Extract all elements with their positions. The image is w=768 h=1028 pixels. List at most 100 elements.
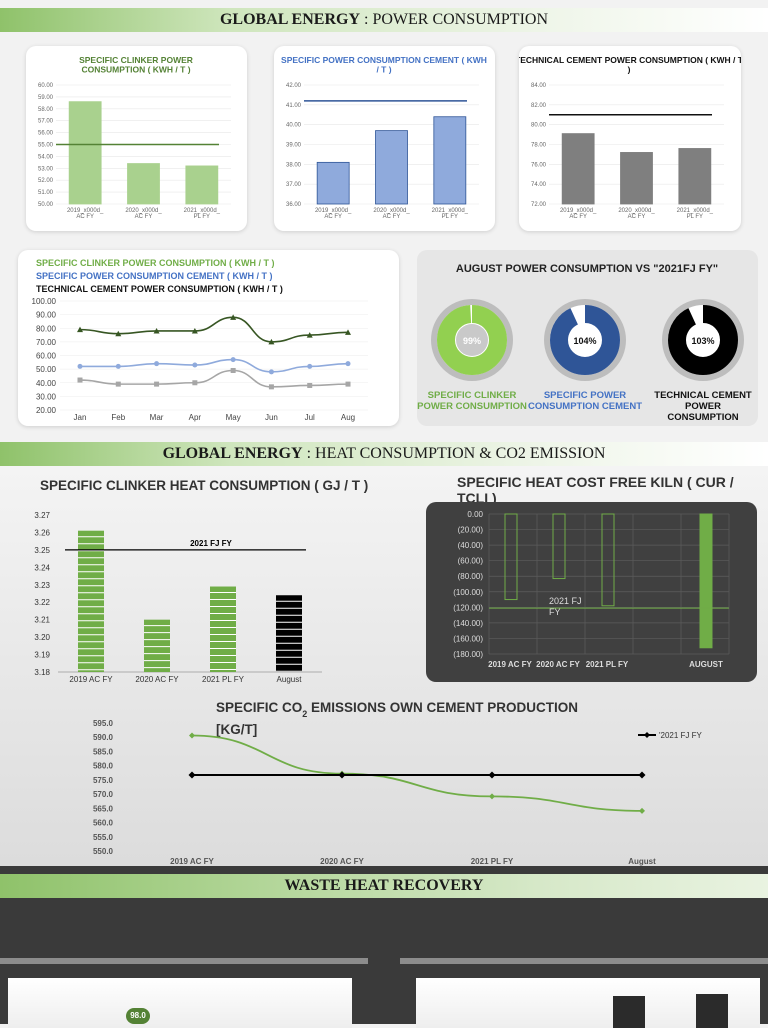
y-tick-label: 3.27: [34, 511, 50, 520]
bar: [678, 148, 712, 205]
data-point: [230, 314, 237, 320]
legend-marker: [644, 732, 650, 738]
waste-divider-right: [400, 958, 768, 964]
x-tick-label: Feb: [111, 413, 125, 422]
y-tick-label: 50.00: [38, 202, 54, 208]
x-tick-label: 2020 AC FY: [320, 857, 364, 866]
y-tick-label: 3.19: [34, 651, 50, 660]
y-tick-label: 80.00: [36, 324, 57, 333]
x-tick-label: 2019_x000d_: [560, 208, 597, 214]
data-point: [191, 327, 198, 334]
bar: [210, 586, 236, 672]
y-tick-label: 90.00: [36, 311, 57, 320]
tech-cement-power-chart: TECHNICAL CEMENT POWER CONSUMPTION ( KWH…: [515, 55, 744, 220]
waste-data-label: 98.0: [126, 1008, 150, 1024]
y-tick-label: 580.0: [93, 762, 114, 771]
data-point: [189, 732, 195, 739]
data-point: [115, 381, 121, 387]
y-tick-label: 52.00: [38, 178, 54, 184]
x-tick-label: PL FY: [194, 214, 210, 220]
bar: [620, 152, 653, 205]
chart-title: ): [628, 65, 631, 75]
y-tick-label: (180.00): [453, 650, 483, 659]
y-tick-label: 40.00: [36, 379, 57, 388]
y-tick-label: 54.00: [38, 154, 54, 160]
y-tick-label: 51.00: [38, 190, 54, 196]
bar: [375, 130, 408, 205]
y-tick-label: 3.26: [34, 528, 50, 537]
data-point: [115, 330, 122, 337]
bar: [185, 165, 219, 205]
monthly-power-chart: SPECIFIC CLINKER POWER CONSUMPTION ( KWH…: [32, 258, 368, 422]
y-tick-label: 72.00: [531, 202, 547, 208]
chart-title: / T ): [376, 65, 391, 75]
x-tick-label: 2021_x000d_: [432, 208, 469, 214]
y-tick-label: 59.00: [38, 95, 54, 101]
x-tick-label: 2021 PL FY: [471, 857, 514, 866]
donut-slice: [437, 305, 507, 375]
donut-label: CONSUMPTION CEMENT: [528, 401, 642, 412]
y-tick-label: 36.00: [286, 202, 302, 208]
y-tick-label: (80.00): [458, 572, 484, 581]
y-tick-label: 555.0: [93, 833, 114, 842]
y-tick-label: 40.00: [286, 123, 302, 129]
y-tick-label: 3.24: [34, 563, 50, 572]
bar: [699, 513, 713, 649]
x-tick-label: 2020 AC FY: [536, 660, 580, 669]
reference-label: FY: [549, 607, 561, 617]
monthly-power-card: SPECIFIC CLINKER POWER CONSUMPTION ( KWH…: [18, 250, 399, 426]
data-point: [345, 361, 351, 367]
section-header-heat: GLOBAL ENERGY : HEAT CONSUMPTION & CO2 E…: [0, 442, 768, 466]
data-point: [153, 327, 160, 334]
section-header-power: GLOBAL ENERGY : POWER CONSUMPTION: [0, 8, 768, 32]
section-header-rest: : HEAT CONSUMPTION & CO2 EMISSION: [302, 445, 606, 462]
series-line: [79, 369, 349, 388]
donut-label: SPECIFIC POWER: [544, 390, 626, 401]
y-tick-label: 57.00: [38, 119, 54, 125]
y-tick-label: 80.00: [531, 123, 547, 129]
y-tick-label: 585.0: [93, 747, 114, 756]
donut-center: [569, 324, 601, 356]
chart-title: SPECIFIC POWER CONSUMPTION CEMENT ( KWH: [281, 55, 487, 65]
x-tick-label: 2020_x000d_: [125, 208, 162, 214]
data-point: [268, 384, 274, 390]
section-header-rest: : POWER CONSUMPTION: [360, 11, 549, 28]
data-point: [77, 363, 83, 369]
clinker-heat-chart: SPECIFIC CLINKER HEAT CONSUMPTION ( GJ /…: [34, 478, 368, 684]
chart-title: SPECIFIC CO2 EMISSIONS OWN CEMENT PRODUC…: [216, 700, 578, 719]
y-tick-label: (60.00): [458, 557, 484, 566]
x-tick-label: AC FY: [76, 214, 94, 220]
x-tick-label: AC FY: [324, 214, 342, 220]
y-tick-label: 3.21: [34, 616, 50, 625]
heat-cost-chart: 0.00 (20.00) (40.00) (60.00) (80.00) (100.00)…: [453, 510, 730, 669]
y-tick-label: 575.0: [93, 776, 114, 785]
donut-value-label: 99%: [463, 336, 481, 346]
y-tick-label: (20.00): [458, 526, 484, 535]
y-tick-label: 82.00: [531, 103, 547, 109]
chart-subtitle: [KG/T]: [216, 722, 257, 737]
waste-data-label-text: 98.0: [130, 1011, 146, 1020]
x-tick-label: Jul: [305, 413, 315, 422]
data-point: [77, 326, 83, 333]
x-tick-label: Apr: [189, 413, 202, 422]
data-point: [230, 357, 236, 363]
august-donut-card: AUGUST POWER CONSUMPTION VS "2021FJ FY" 9…: [417, 250, 758, 426]
co2-chart: SPECIFIC CO2 EMISSIONS OWN CEMENT PRODUC…: [93, 700, 703, 866]
section-header-waste: WASTE HEAT RECOVERY: [0, 874, 768, 898]
donut-center: [456, 324, 488, 356]
x-tick-label: AC FY: [628, 214, 646, 220]
data-point: [188, 771, 196, 779]
bar: [552, 513, 566, 580]
data-point: [192, 380, 198, 386]
x-tick-label: 2020_x000d_: [618, 208, 655, 214]
waste-chart-right-card: [416, 978, 760, 1028]
x-tick-label: 2021 PL FY: [202, 675, 245, 684]
donut-label: TECHNICAL CEMENT: [654, 390, 752, 401]
x-tick-label: 2021_x000d_: [184, 208, 221, 214]
y-tick-label: 50.00: [36, 365, 57, 374]
waste-divider-left: [0, 958, 368, 964]
section-header-bold: GLOBAL ENERGY: [162, 445, 303, 462]
chart-title: SPECIFIC CLINKER HEAT CONSUMPTION ( GJ /…: [40, 478, 368, 493]
y-tick-label: (40.00): [458, 541, 484, 550]
x-tick-label: 2019_x000d_: [315, 208, 352, 214]
